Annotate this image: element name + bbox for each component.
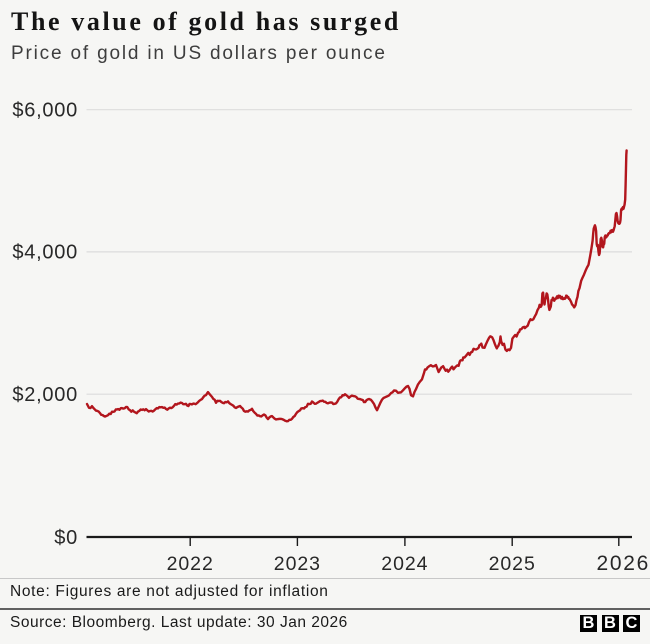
svg-text:$4,000: $4,000 [12,242,78,264]
svg-text:$6,000: $6,000 [12,100,78,122]
svg-text:2026: 2026 [596,552,650,575]
svg-text:$0: $0 [54,527,78,549]
svg-text:2023: 2023 [274,553,321,575]
svg-text:2022: 2022 [167,553,214,575]
svg-text:2025: 2025 [489,553,536,575]
svg-text:2024: 2024 [381,553,428,575]
svg-text:$2,000: $2,000 [12,384,78,406]
